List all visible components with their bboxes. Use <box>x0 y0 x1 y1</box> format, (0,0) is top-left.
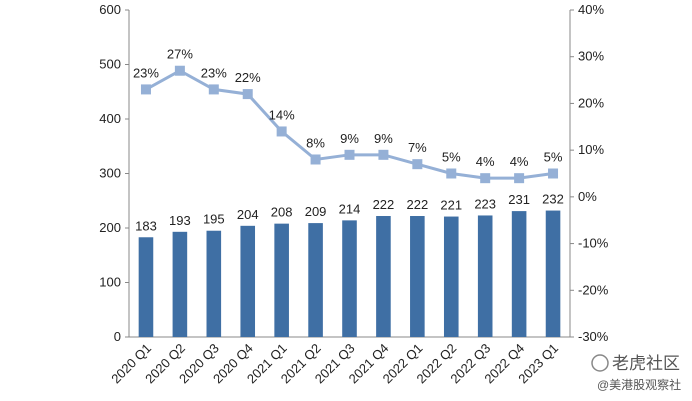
bar <box>511 211 527 337</box>
watermark: 老虎社区 @美港股观察社 <box>591 354 681 392</box>
line-point-marker <box>480 173 491 184</box>
line-value-label: 27% <box>167 47 193 62</box>
line-value-label: 4% <box>510 154 529 169</box>
bar <box>172 231 188 337</box>
bar-value-label: 222 <box>373 197 395 212</box>
line-point-marker <box>140 84 151 95</box>
line-point-marker <box>548 168 559 179</box>
left-tick-label: 300 <box>99 166 121 181</box>
bar <box>342 220 357 337</box>
line-value-label: 23% <box>201 65 227 80</box>
bar-value-label: 221 <box>440 198 462 213</box>
bar <box>240 225 256 337</box>
right-tick-label: 40% <box>578 2 604 17</box>
right-tick-label: -20% <box>578 282 609 297</box>
right-tick-label: 10% <box>578 142 604 157</box>
line-point-marker <box>412 159 423 170</box>
bar <box>274 223 289 337</box>
bar-value-label: 223 <box>474 196 496 211</box>
right-tick-label: 30% <box>578 49 604 64</box>
bar <box>545 210 561 337</box>
bar <box>443 216 459 337</box>
bar-value-label: 195 <box>203 212 225 227</box>
line-point-marker <box>242 89 253 100</box>
bar-value-label: 183 <box>135 218 157 233</box>
line-value-label: 14% <box>269 107 295 122</box>
line-value-label: 7% <box>408 140 427 155</box>
bar-value-label: 193 <box>169 213 191 228</box>
bar <box>376 216 391 337</box>
bar-value-label: 208 <box>271 205 293 220</box>
left-tick-label: 500 <box>99 57 121 72</box>
line-series: 23% 27% 23% 22% 14% 8% 9% 9% 7% 5% 4% 4% 5% <box>133 47 563 184</box>
right-tick-label: 20% <box>578 95 604 110</box>
left-tick-label: 0 <box>114 329 121 344</box>
line-point-marker <box>276 126 287 137</box>
line-value-label: 22% <box>235 70 261 85</box>
line-point-marker <box>310 154 321 165</box>
line-point-marker <box>344 149 355 160</box>
line-point-marker <box>378 149 389 160</box>
bar <box>308 223 323 337</box>
line-value-label: 9% <box>340 131 359 146</box>
line-value-label: 5% <box>442 150 461 165</box>
bar-value-label: 214 <box>339 201 361 216</box>
right-tick-label: 0% <box>578 189 597 204</box>
left-tick-label: 200 <box>99 220 121 235</box>
left-tick-label: 100 <box>99 275 121 290</box>
bar-series: 183 193 195 204 208 209 214 222 222 221 223 231 232 <box>135 192 564 337</box>
line-point-marker <box>174 65 185 76</box>
line-point-marker <box>208 84 219 95</box>
axes: 0 100 200 300 400 500 600 -30% -20% -10% 0% 10% 20% 3… <box>99 2 608 344</box>
bar <box>477 215 493 337</box>
bar-value-label: 209 <box>305 204 327 219</box>
line-point-marker <box>514 173 525 184</box>
line-value-label: 5% <box>544 150 563 165</box>
bar <box>138 237 154 337</box>
bar-value-label: 232 <box>542 192 564 207</box>
bar-value-label: 204 <box>237 207 259 222</box>
line-value-label: 9% <box>374 131 393 146</box>
line-value-label: 8% <box>306 135 325 150</box>
bar <box>206 230 222 337</box>
line-value-label: 23% <box>133 65 159 80</box>
watermark-title: 老虎社区 <box>612 354 680 373</box>
line-point-marker <box>446 168 457 179</box>
bar <box>410 216 425 337</box>
bar-value-label: 231 <box>508 192 530 207</box>
line-value-label: 4% <box>476 154 495 169</box>
bar-value-label: 222 <box>406 197 428 212</box>
right-tick-label: -10% <box>578 236 609 251</box>
watermark-logo-icon <box>591 354 609 372</box>
left-tick-label: 600 <box>99 2 121 17</box>
right-tick-label: -30% <box>578 329 609 344</box>
left-tick-label: 400 <box>99 111 121 126</box>
watermark-handle: @美港股观察社 <box>597 377 681 392</box>
